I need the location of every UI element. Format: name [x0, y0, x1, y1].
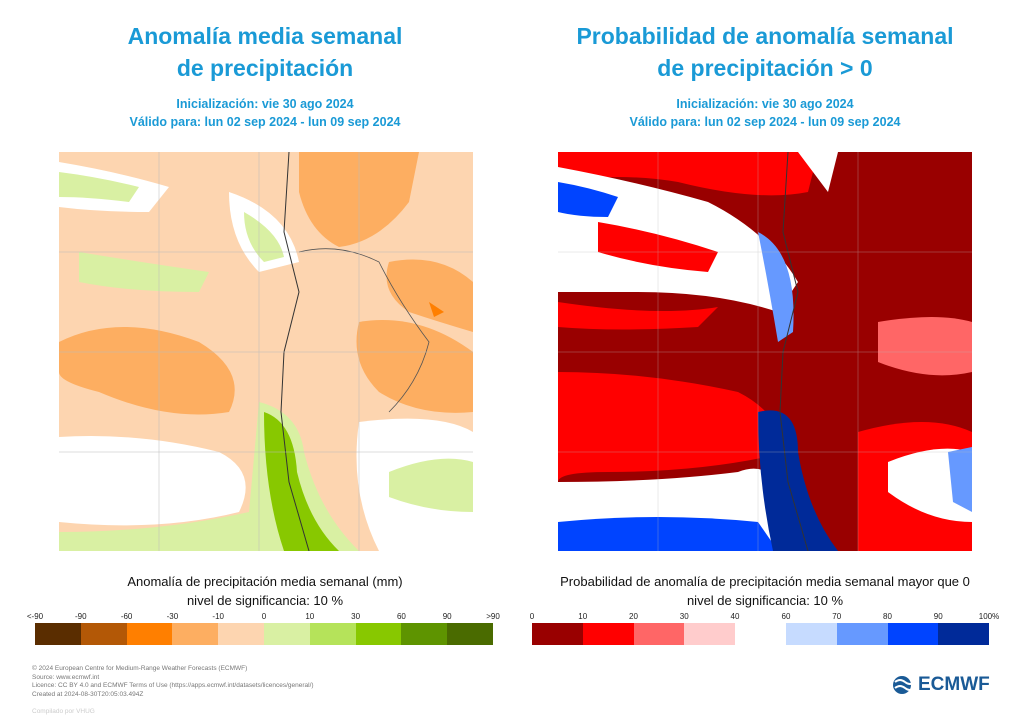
right-legend-high-swatch [938, 623, 989, 645]
right-title-line2: de precipitación > 0 [657, 55, 873, 81]
left-legend-swatch [401, 623, 448, 645]
left-legend-swatch [355, 623, 402, 645]
left-legend-swatch [126, 623, 173, 645]
right-legend-high-swatch [786, 623, 837, 645]
left-legend-tick: 60 [396, 612, 406, 621]
footer-created: Created at 2024-08-30T20:05:03.494Z [32, 690, 144, 698]
left-legend-bar [35, 623, 493, 645]
right-legend-low-tick: 10 [578, 612, 588, 621]
footer-source: Source: www.ecmwf.int [32, 673, 100, 681]
left-title-line2: de precipitación [176, 55, 354, 81]
left-legend-tick: >90 [486, 612, 500, 621]
left-legend-tick: 90 [442, 612, 452, 621]
left-legend-swatch [172, 623, 219, 645]
ecmwf-logo: ECMWF [892, 674, 990, 696]
ecmwf-logo-text: ECMWF [918, 674, 990, 695]
right-legend-low-swatch [532, 623, 583, 645]
left-legend-swatch [80, 623, 127, 645]
right-init: Inicialización: vie 30 ago 2024 [676, 97, 854, 111]
left-legend-swatch [263, 623, 310, 645]
ecmwf-logo-icon [893, 676, 916, 694]
left-significance: nivel de significancia: 10 % [186, 593, 344, 608]
left-legend-tick: 10 [305, 612, 315, 621]
right-title: Probabilidad de anomalía semanal de prec… [545, 20, 985, 84]
left-title-line1: Anomalía media semanal [127, 23, 403, 49]
footer-copyright: © 2024 European Centre for Medium-Range … [32, 665, 248, 672]
left-legend-swatch [218, 623, 264, 645]
right-legend-high-tick: 60 [781, 612, 791, 621]
right-legend-low-tick: 0 [529, 612, 535, 621]
left-legend-tick: -90 [75, 612, 87, 621]
left-init: Inicialización: vie 30 ago 2024 [176, 97, 354, 111]
left-caption: Anomalía de precipitación media semanal … [40, 572, 490, 610]
left-legend-swatch [447, 623, 493, 645]
left-valid: Válido para: lun 02 sep 2024 - lun 09 se… [129, 115, 401, 129]
right-legend-high-swatch [836, 623, 888, 645]
right-title-line1: Probabilidad de anomalía semanal [576, 23, 954, 49]
left-legend-swatch [35, 623, 81, 645]
right-legend-low-swatch [633, 623, 685, 645]
right-legend-high-tick: 80 [883, 612, 892, 621]
right-legend-low-swatch [684, 623, 735, 645]
right-valid: Válido para: lun 02 sep 2024 - lun 09 se… [629, 115, 901, 129]
left-legend-tick: -60 [120, 612, 133, 621]
left-caption-text: Anomalía de precipitación media semanal … [127, 574, 403, 589]
left-legend-tick: -30 [166, 612, 179, 621]
right-legend-high-bar [786, 623, 989, 645]
right-legend-high-swatch [887, 623, 939, 645]
right-significance: nivel de significancia: 10 % [686, 593, 844, 608]
right-caption-text: Probabilidad de anomalía de precipitació… [560, 574, 970, 589]
right-legend-low-swatch [582, 623, 634, 645]
right-legend-high-tick: 90 [933, 612, 943, 621]
footer-licence: Licence: CC BY 4.0 and ECMWF Terms of Us… [32, 682, 314, 689]
right-legend-low-tick: 30 [679, 612, 689, 621]
right-subtitle: Inicialización: vie 30 ago 2024 Válido p… [545, 95, 985, 131]
footer: © 2024 European Centre for Medium-Range … [32, 665, 314, 717]
right-legend-low-bar [532, 623, 735, 645]
right-legend-low-tick: 20 [629, 612, 638, 621]
probability-map [558, 152, 972, 551]
left-legend-tick: 30 [351, 612, 361, 621]
right-legend-high-tick: 70 [832, 612, 842, 621]
right-legend-low-tick: 40 [730, 612, 740, 621]
left-title: Anomalía media semanal de precipitación [60, 20, 470, 84]
left-subtitle: Inicialización: vie 30 ago 2024 Válido p… [60, 95, 470, 131]
left-legend-tick: -10 [212, 612, 224, 621]
footer-compiled: Compilado por VHUG [32, 708, 95, 715]
left-legend-tick: <-90 [26, 612, 44, 621]
right-legend-high-tick: 100% [978, 612, 1000, 621]
left-legend-tick: 0 [261, 612, 267, 621]
anomaly-map [59, 152, 473, 551]
right-caption: Probabilidad de anomalía de precipitació… [520, 572, 1010, 610]
left-legend-swatch [309, 623, 356, 645]
